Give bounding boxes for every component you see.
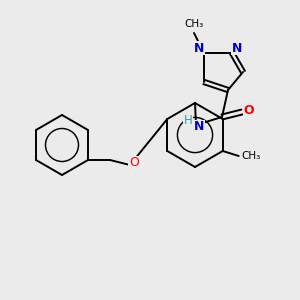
Text: N: N [232, 41, 242, 55]
Text: O: O [129, 157, 139, 169]
Text: H: H [184, 113, 192, 127]
Text: O: O [244, 104, 254, 118]
Text: N: N [194, 41, 204, 55]
Text: CH₃: CH₃ [184, 19, 204, 29]
Text: N: N [194, 121, 204, 134]
Text: CH₃: CH₃ [241, 151, 260, 161]
